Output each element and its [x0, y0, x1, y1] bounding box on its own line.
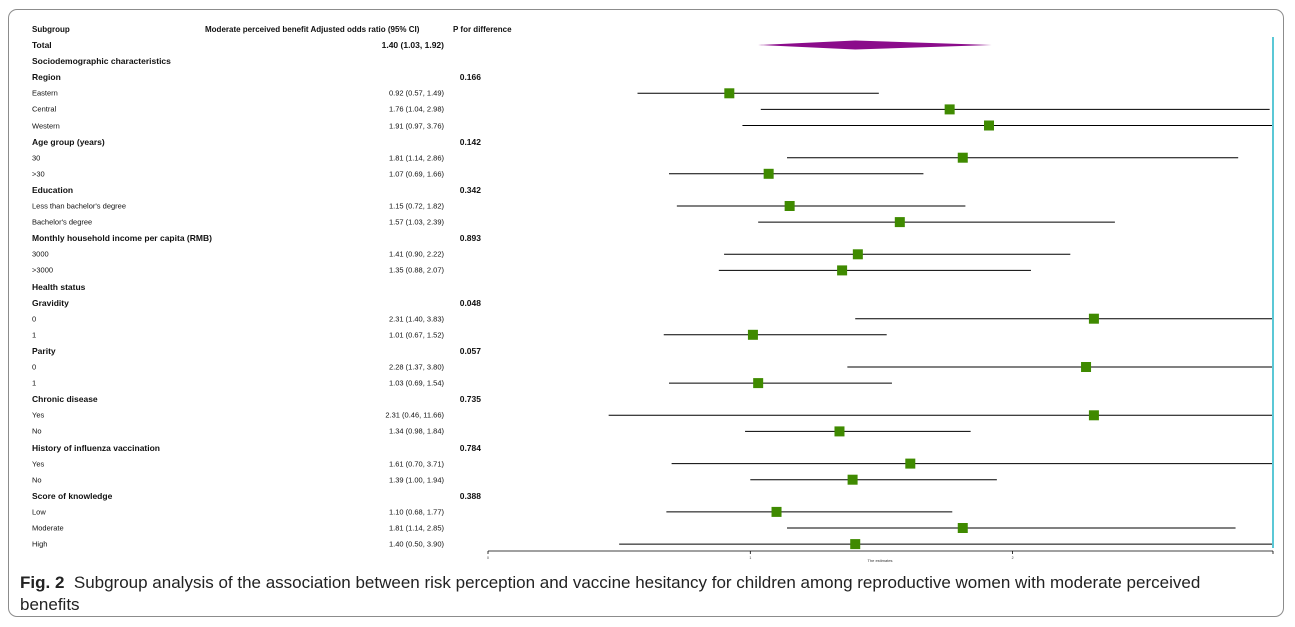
row-p-value: 0.142 — [459, 136, 481, 147]
row-p-value: 0.057 — [459, 345, 481, 356]
estimate-marker — [850, 539, 861, 550]
row-p-value: 0.388 — [459, 490, 481, 501]
estimate-marker — [852, 249, 863, 260]
figure-frame — [8, 9, 1284, 617]
row-label: Western — [32, 121, 60, 130]
row-label: Education — [32, 184, 74, 195]
row-label: Moderate — [32, 523, 64, 533]
row-odds-ratio: 1.01 (0.67, 1.52) — [388, 330, 444, 340]
row-label: Yes — [32, 459, 45, 469]
estimate-marker — [1081, 362, 1092, 372]
x-tick-label: 0 — [487, 556, 489, 560]
row-odds-ratio: 1.39 (1.00, 1.94) — [388, 475, 444, 485]
row-label: Score of knowledge — [32, 490, 113, 501]
row-label: Total — [32, 40, 52, 50]
header-subgroup: Subgroup — [32, 25, 70, 34]
row-odds-ratio: 1.91 (0.97, 3.76) — [388, 121, 444, 130]
summary-diamond — [758, 40, 992, 50]
estimate-marker — [784, 201, 795, 211]
estimate-marker — [753, 378, 764, 389]
row-odds-ratio: 1.76 (1.04, 2.98) — [388, 104, 444, 114]
row-label: Gravidity — [32, 297, 69, 308]
row-p-value: 0.735 — [459, 394, 481, 405]
estimate-marker — [747, 329, 758, 340]
row-odds-ratio: 1.57 (1.03, 2.39) — [388, 217, 444, 227]
x-tick-label: 1 — [749, 556, 751, 560]
row-label: 0 — [32, 362, 37, 372]
row-label: Low — [32, 507, 46, 517]
row-p-value: 0.166 — [459, 72, 481, 83]
row-odds-ratio: 2.31 (0.46, 11.66) — [385, 410, 444, 420]
row-odds-ratio: 1.81 (1.14, 2.86) — [388, 153, 444, 163]
estimate-marker — [894, 217, 905, 228]
row-odds-ratio: 1.35 (0.88, 2.07) — [388, 265, 444, 275]
row-label: Sociodemographic characteristics — [32, 56, 171, 67]
figure-caption: Fig. 2 Subgroup analysis of the associat… — [20, 572, 1260, 616]
row-label: >30 — [32, 169, 45, 179]
row-odds-ratio: 0.92 (0.57, 1.49) — [388, 88, 444, 98]
row-label: Monthly household income per capita (RMB… — [32, 233, 212, 244]
row-odds-ratio: 1.81 (1.14, 2.85) — [388, 523, 444, 533]
row-label: High — [32, 539, 48, 549]
row-p-value: 0.893 — [459, 233, 481, 244]
row-label: 1 — [32, 378, 37, 388]
estimate-marker — [771, 506, 782, 517]
row-label: History of influenza vaccination — [32, 442, 160, 453]
row-label: >3000 — [32, 265, 54, 275]
row-label: 0 — [32, 314, 37, 324]
row-label: Yes — [32, 410, 45, 420]
row-label: Less than bachelor's degree — [32, 201, 126, 211]
row-label: 1 — [32, 330, 37, 340]
estimate-marker — [724, 88, 735, 99]
row-label: Health status — [32, 281, 86, 292]
row-label: Region — [32, 72, 61, 83]
row-odds-ratio: 1.07 (0.69, 1.66) — [388, 169, 444, 179]
row-odds-ratio: 1.10 (0.68, 1.77) — [388, 507, 444, 517]
estimate-marker — [983, 120, 994, 131]
estimate-marker — [847, 474, 858, 485]
row-label: Parity — [32, 345, 56, 356]
caption-label: Fig. 2 — [20, 573, 65, 592]
row-odds-ratio: 1.61 (0.70, 3.71) — [388, 459, 444, 469]
estimate-marker — [957, 152, 968, 163]
row-p-value: 0.342 — [459, 184, 481, 195]
row-label: Eastern — [32, 88, 58, 98]
header-odds-ratio: Moderate perceived benefit Adjusted odds… — [205, 25, 420, 34]
estimate-marker — [834, 426, 845, 437]
estimate-marker — [1088, 410, 1099, 421]
caption-text: Subgroup analysis of the association bet… — [20, 573, 1201, 614]
row-odds-ratio: 1.34 (0.98, 1.84) — [388, 426, 444, 436]
row-p-value: 0.048 — [459, 297, 481, 308]
estimate-marker — [905, 458, 916, 469]
row-label: Chronic disease — [32, 394, 98, 405]
row-odds-ratio: 2.28 (1.37, 3.80) — [388, 362, 444, 372]
estimate-marker — [763, 168, 774, 179]
estimate-marker — [1088, 313, 1099, 324]
row-label: No — [32, 426, 42, 436]
estimate-marker — [957, 523, 968, 533]
row-label: No — [32, 475, 42, 485]
row-p-value: 0.784 — [459, 442, 481, 453]
row-label: Age group (years) — [32, 136, 105, 147]
row-odds-ratio: 1.03 (0.69, 1.54) — [388, 378, 444, 388]
x-axis-label: The estimates — [867, 558, 892, 563]
estimate-marker — [837, 265, 848, 276]
row-odds-ratio: 1.41 (0.90, 2.22) — [388, 249, 444, 259]
row-label: 3000 — [32, 249, 49, 259]
x-tick-label: 2 — [1012, 556, 1014, 560]
row-odds-ratio: 1.40 (1.03, 1.92) — [381, 40, 444, 50]
header-p-value: P for difference — [453, 25, 512, 34]
row-label: Central — [32, 104, 57, 114]
row-label: Bachelor's degree — [32, 217, 93, 227]
row-odds-ratio: 1.15 (0.72, 1.82) — [388, 201, 444, 211]
row-label: 30 — [32, 153, 41, 163]
estimate-marker — [944, 104, 955, 115]
row-odds-ratio: 1.40 (0.50, 3.90) — [388, 539, 444, 549]
row-odds-ratio: 2.31 (1.40, 3.83) — [388, 314, 444, 324]
